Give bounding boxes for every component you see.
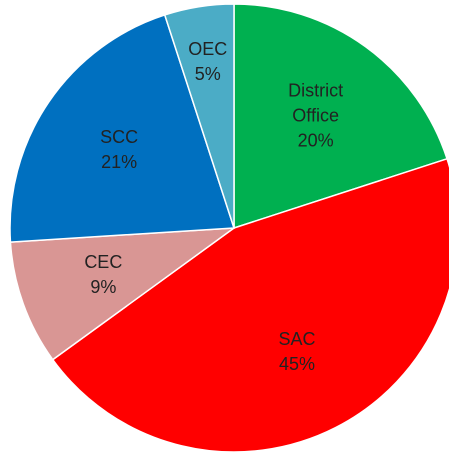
pie-slice: [233, 3, 448, 230]
category-label: District Office: [288, 80, 344, 126]
category-label: CEC: [84, 252, 123, 273]
value-label: 21%: [101, 151, 138, 172]
category-label: SCC: [100, 126, 139, 147]
slice-label: SAC 45%: [262, 327, 332, 377]
slice-label: SCC 21%: [84, 125, 154, 175]
slice-label: CEC 9%: [68, 250, 138, 300]
slice-label: District Office 20%: [281, 78, 351, 153]
value-label: 5%: [194, 64, 221, 85]
pie-slice: [9, 14, 236, 243]
pie-slice: [51, 157, 449, 453]
value-label: 9%: [90, 277, 117, 298]
slice-label: OEC 5%: [183, 37, 233, 87]
pie-slice: [9, 227, 237, 361]
value-label: 20%: [297, 130, 334, 151]
value-label: 45%: [279, 353, 316, 374]
pie-slice: [163, 3, 235, 229]
category-label: OEC: [188, 39, 228, 60]
category-label: SAC: [278, 328, 316, 349]
